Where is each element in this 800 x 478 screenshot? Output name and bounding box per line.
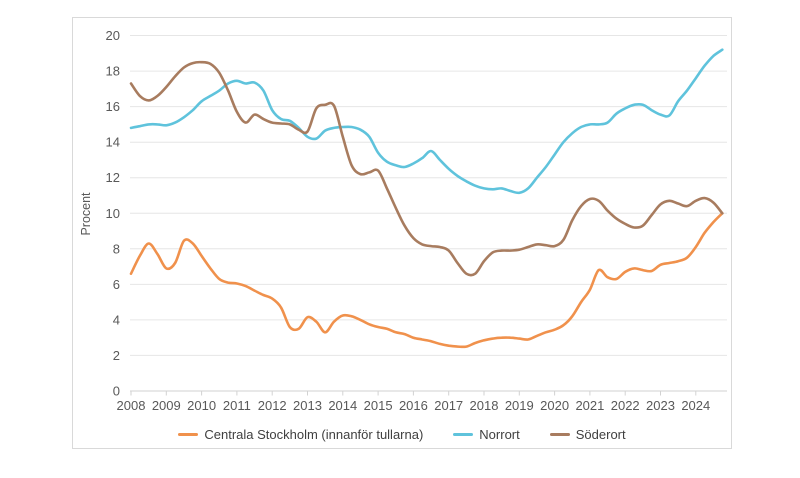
- series-line-centrala-stockholm-innanf-r-tullarna: [129, 212, 724, 349]
- chart-card: 0 2 4 6 8 10 12 14 16 18 20 2008 2009 2010 2011 2012 201…: [72, 17, 732, 449]
- y-tick-label: 2: [113, 348, 120, 363]
- x-tick-label: 2016: [399, 398, 428, 413]
- x-tick-label: 2013: [293, 398, 322, 413]
- y-tick-label: 20: [106, 28, 120, 43]
- legend-item-centrala-stockholm: Centrala Stockholm (innanför tullarna): [178, 428, 423, 441]
- legend-marker-soderort: [549, 433, 570, 436]
- series-line-norrort: [129, 48, 724, 195]
- chart-legend: Centrala Stockholm (innanför tullarna) N…: [73, 428, 731, 441]
- x-tick-label: 2022: [611, 398, 640, 413]
- x-tick-label: 2024: [681, 398, 710, 413]
- y-axis-title: Procent: [79, 192, 93, 236]
- x-tick-label: 2019: [505, 398, 534, 413]
- y-tick-label: 4: [113, 312, 120, 327]
- legend-marker-norrort: [453, 433, 474, 436]
- y-tick-label: 0: [113, 384, 120, 399]
- y-tick-label: 14: [106, 135, 120, 150]
- series-line-s-derort: [129, 60, 724, 277]
- x-tick-label: 2012: [258, 398, 287, 413]
- legend-label-centrala-stockholm: Centrala Stockholm (innanför tullarna): [204, 427, 424, 442]
- y-tick-label: 10: [106, 206, 120, 221]
- legend-label-soderort: Söderort: [575, 427, 626, 442]
- x-tick-label: 2018: [470, 398, 499, 413]
- legend-marker-centrala-stockholm: [178, 433, 199, 436]
- y-tick-label: 8: [113, 241, 120, 256]
- x-tick-label: 2011: [223, 398, 251, 413]
- x-tick-label: 2008: [117, 398, 146, 413]
- x-tick-label: 2023: [646, 398, 675, 413]
- legend-item-norrort: Norrort: [453, 427, 520, 442]
- x-tick-label: 2010: [187, 398, 216, 413]
- legend-item-soderort: Söderort: [549, 427, 626, 442]
- x-tick-label: 2021: [575, 398, 604, 413]
- y-tick-label: 16: [106, 99, 120, 114]
- x-tick-label: 2017: [434, 398, 463, 413]
- x-tick-label: 2020: [540, 398, 569, 413]
- legend-label-norrort: Norrort: [479, 427, 520, 442]
- x-tick-label: 2014: [328, 398, 357, 413]
- x-tick-label: 2015: [364, 398, 393, 413]
- line-chart: 0 2 4 6 8 10 12 14 16 18 20 2008 2009 2010 2011 2012 201…: [79, 28, 727, 413]
- y-tick-label: 18: [106, 64, 120, 79]
- y-tick-label: 12: [106, 170, 120, 185]
- x-tick-label: 2009: [152, 398, 181, 413]
- y-tick-label: 6: [113, 277, 120, 292]
